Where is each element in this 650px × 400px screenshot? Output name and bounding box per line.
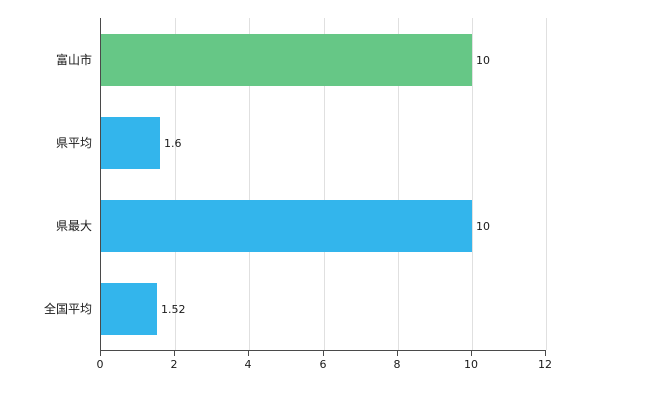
gridline xyxy=(546,18,547,350)
x-tick-label: 8 xyxy=(393,358,401,371)
gridline xyxy=(398,18,399,350)
bar-value-label: 10 xyxy=(476,54,490,67)
gridline xyxy=(324,18,325,350)
x-tick-label: 12 xyxy=(538,358,552,371)
category-label: 全国平均 xyxy=(43,302,92,316)
x-tick-label: 6 xyxy=(319,358,327,371)
gridline xyxy=(472,18,473,350)
category-label: 県最大 xyxy=(55,219,92,233)
category-label: 県平均 xyxy=(55,136,92,150)
bar-value-label: 1.52 xyxy=(161,303,186,316)
gridline xyxy=(175,18,176,350)
bar-value-label: 1.6 xyxy=(164,137,182,150)
bar xyxy=(101,200,472,252)
x-tick-mark xyxy=(471,351,472,356)
x-tick-mark xyxy=(397,351,398,356)
bar xyxy=(101,34,472,86)
x-tick-label: 4 xyxy=(244,358,252,371)
bar xyxy=(101,117,160,169)
plot-area: 10 1.6 10 1.52 xyxy=(100,18,547,351)
x-tick-label: 0 xyxy=(96,358,104,371)
x-tick-label: 2 xyxy=(170,358,178,371)
x-tick-mark xyxy=(248,351,249,356)
category-label: 富山市 xyxy=(55,53,92,67)
gridline xyxy=(249,18,250,350)
x-tick-mark xyxy=(323,351,324,356)
x-tick-mark xyxy=(100,351,101,356)
bar-value-label: 10 xyxy=(476,220,490,233)
bar xyxy=(101,283,157,335)
x-tick-mark xyxy=(174,351,175,356)
x-tick-label: 10 xyxy=(464,358,478,371)
x-tick-mark xyxy=(545,351,546,356)
